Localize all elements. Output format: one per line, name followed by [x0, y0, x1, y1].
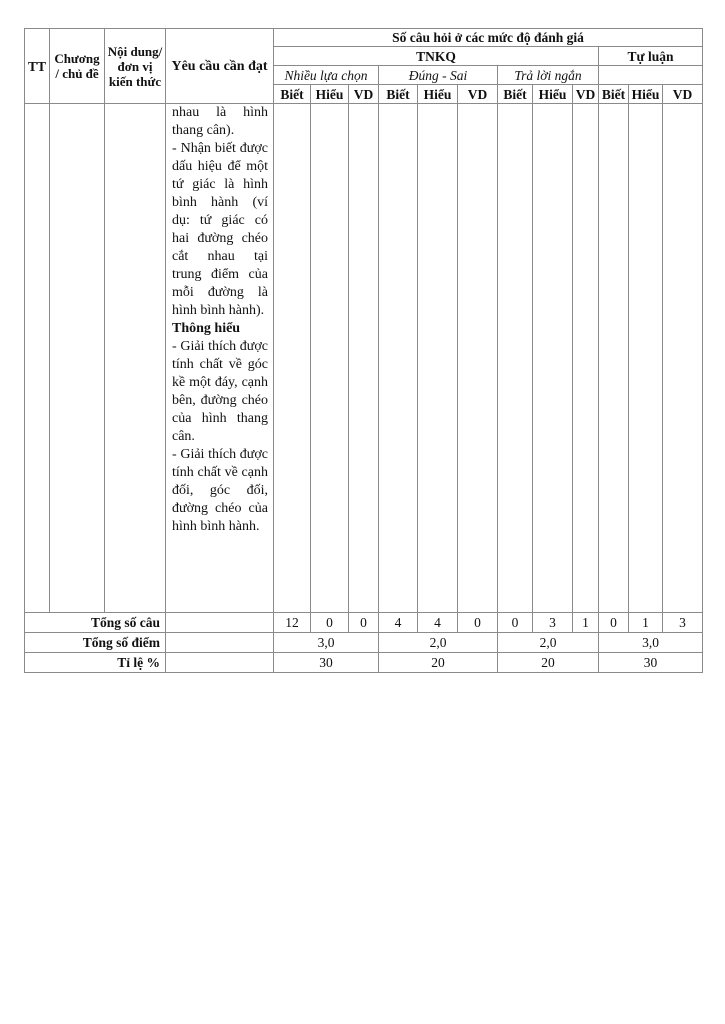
ti-le-value: 30 [273, 652, 379, 673]
tong-so-cau-value: 0 [598, 612, 629, 633]
tong-so-diem-value: 2,0 [497, 632, 599, 653]
header-yeu-cau: Yêu cầu cần đạt [165, 28, 274, 104]
tong-so-cau-value: 0 [457, 612, 498, 633]
tong-so-diem-label: Tổng số điểm [24, 632, 166, 653]
tong-so-cau-value: 0 [348, 612, 379, 633]
header-level: Hiểu [532, 84, 573, 104]
header-chuong: Chương / chủ đề [49, 28, 105, 104]
tong-so-cau-value: 0 [497, 612, 533, 633]
header-level: VD [457, 84, 498, 104]
tong-so-cau-value: 1 [628, 612, 663, 633]
tong-so-cau-value: 0 [310, 612, 349, 633]
header-level: Hiểu [628, 84, 663, 104]
tong-so-diem-value: 3,0 [598, 632, 703, 653]
requirement-line: - Giải thích được tính chất về góc kề mộ… [172, 339, 268, 444]
ti-le-value: 30 [598, 652, 703, 673]
header-tt: TT [24, 28, 50, 104]
tong-so-diem-blank [165, 632, 274, 653]
body-requirements: nhau là hình thang cân). - Nhận biết đượ… [165, 103, 274, 613]
assessment-matrix-table: TT Chương / chủ đề Nội dung/ đơn vị kiến… [24, 28, 703, 673]
header-level: Hiểu [310, 84, 349, 104]
header-level: Hiểu [417, 84, 458, 104]
tong-so-cau-value: 4 [417, 612, 458, 633]
header-tnkq: TNKQ [273, 46, 599, 66]
tong-so-diem-value: 2,0 [378, 632, 498, 653]
requirement-line: - Nhận biết được dấu hiệu để một tứ giác… [172, 141, 268, 318]
ti-le-label: Tỉ lệ % [24, 652, 166, 673]
header-level: Biết [598, 84, 629, 104]
header-noi-dung: Nội dung/ đơn vị kiến thức [104, 28, 166, 104]
tong-so-cau-value: 3 [662, 612, 703, 633]
requirement-heading: Thông hiểu [172, 321, 241, 336]
body-chuong [49, 103, 105, 613]
ti-le-value: 20 [497, 652, 599, 673]
header-tra-loi-ngan: Trả lời ngắn [497, 65, 599, 85]
tong-so-cau-value: 4 [378, 612, 418, 633]
header-nhieu-lua-chon: Nhiều lựa chọn [273, 65, 379, 85]
header-level: Biết [273, 84, 311, 104]
tong-so-cau-label: Tổng số câu [24, 612, 166, 633]
header-so-cau-hoi: Số câu hỏi ở các mức độ đánh giá [273, 28, 703, 47]
header-level: VD [348, 84, 379, 104]
tong-so-cau-value: 12 [273, 612, 311, 633]
header-dung-sai: Đúng - Sai [378, 65, 498, 85]
requirement-line: nhau là hình thang cân). [172, 105, 268, 138]
header-tu-luan: Tự luận [598, 46, 703, 66]
tong-so-cau-value: 3 [532, 612, 573, 633]
tong-so-cau-value: 1 [572, 612, 599, 633]
header-level: VD [662, 84, 703, 104]
tong-so-diem-value: 3,0 [273, 632, 379, 653]
ti-le-value: 20 [378, 652, 498, 673]
header-level: VD [572, 84, 599, 104]
tong-so-cau-blank [165, 612, 274, 633]
body-noi-dung [104, 103, 166, 613]
header-level: Biết [497, 84, 533, 104]
header-tu-luan-blank [598, 65, 703, 85]
ti-le-blank [165, 652, 274, 673]
header-level: Biết [378, 84, 418, 104]
body-tt [24, 103, 50, 613]
requirement-line: - Giải thích được tính chất về cạnh đối,… [172, 447, 268, 534]
